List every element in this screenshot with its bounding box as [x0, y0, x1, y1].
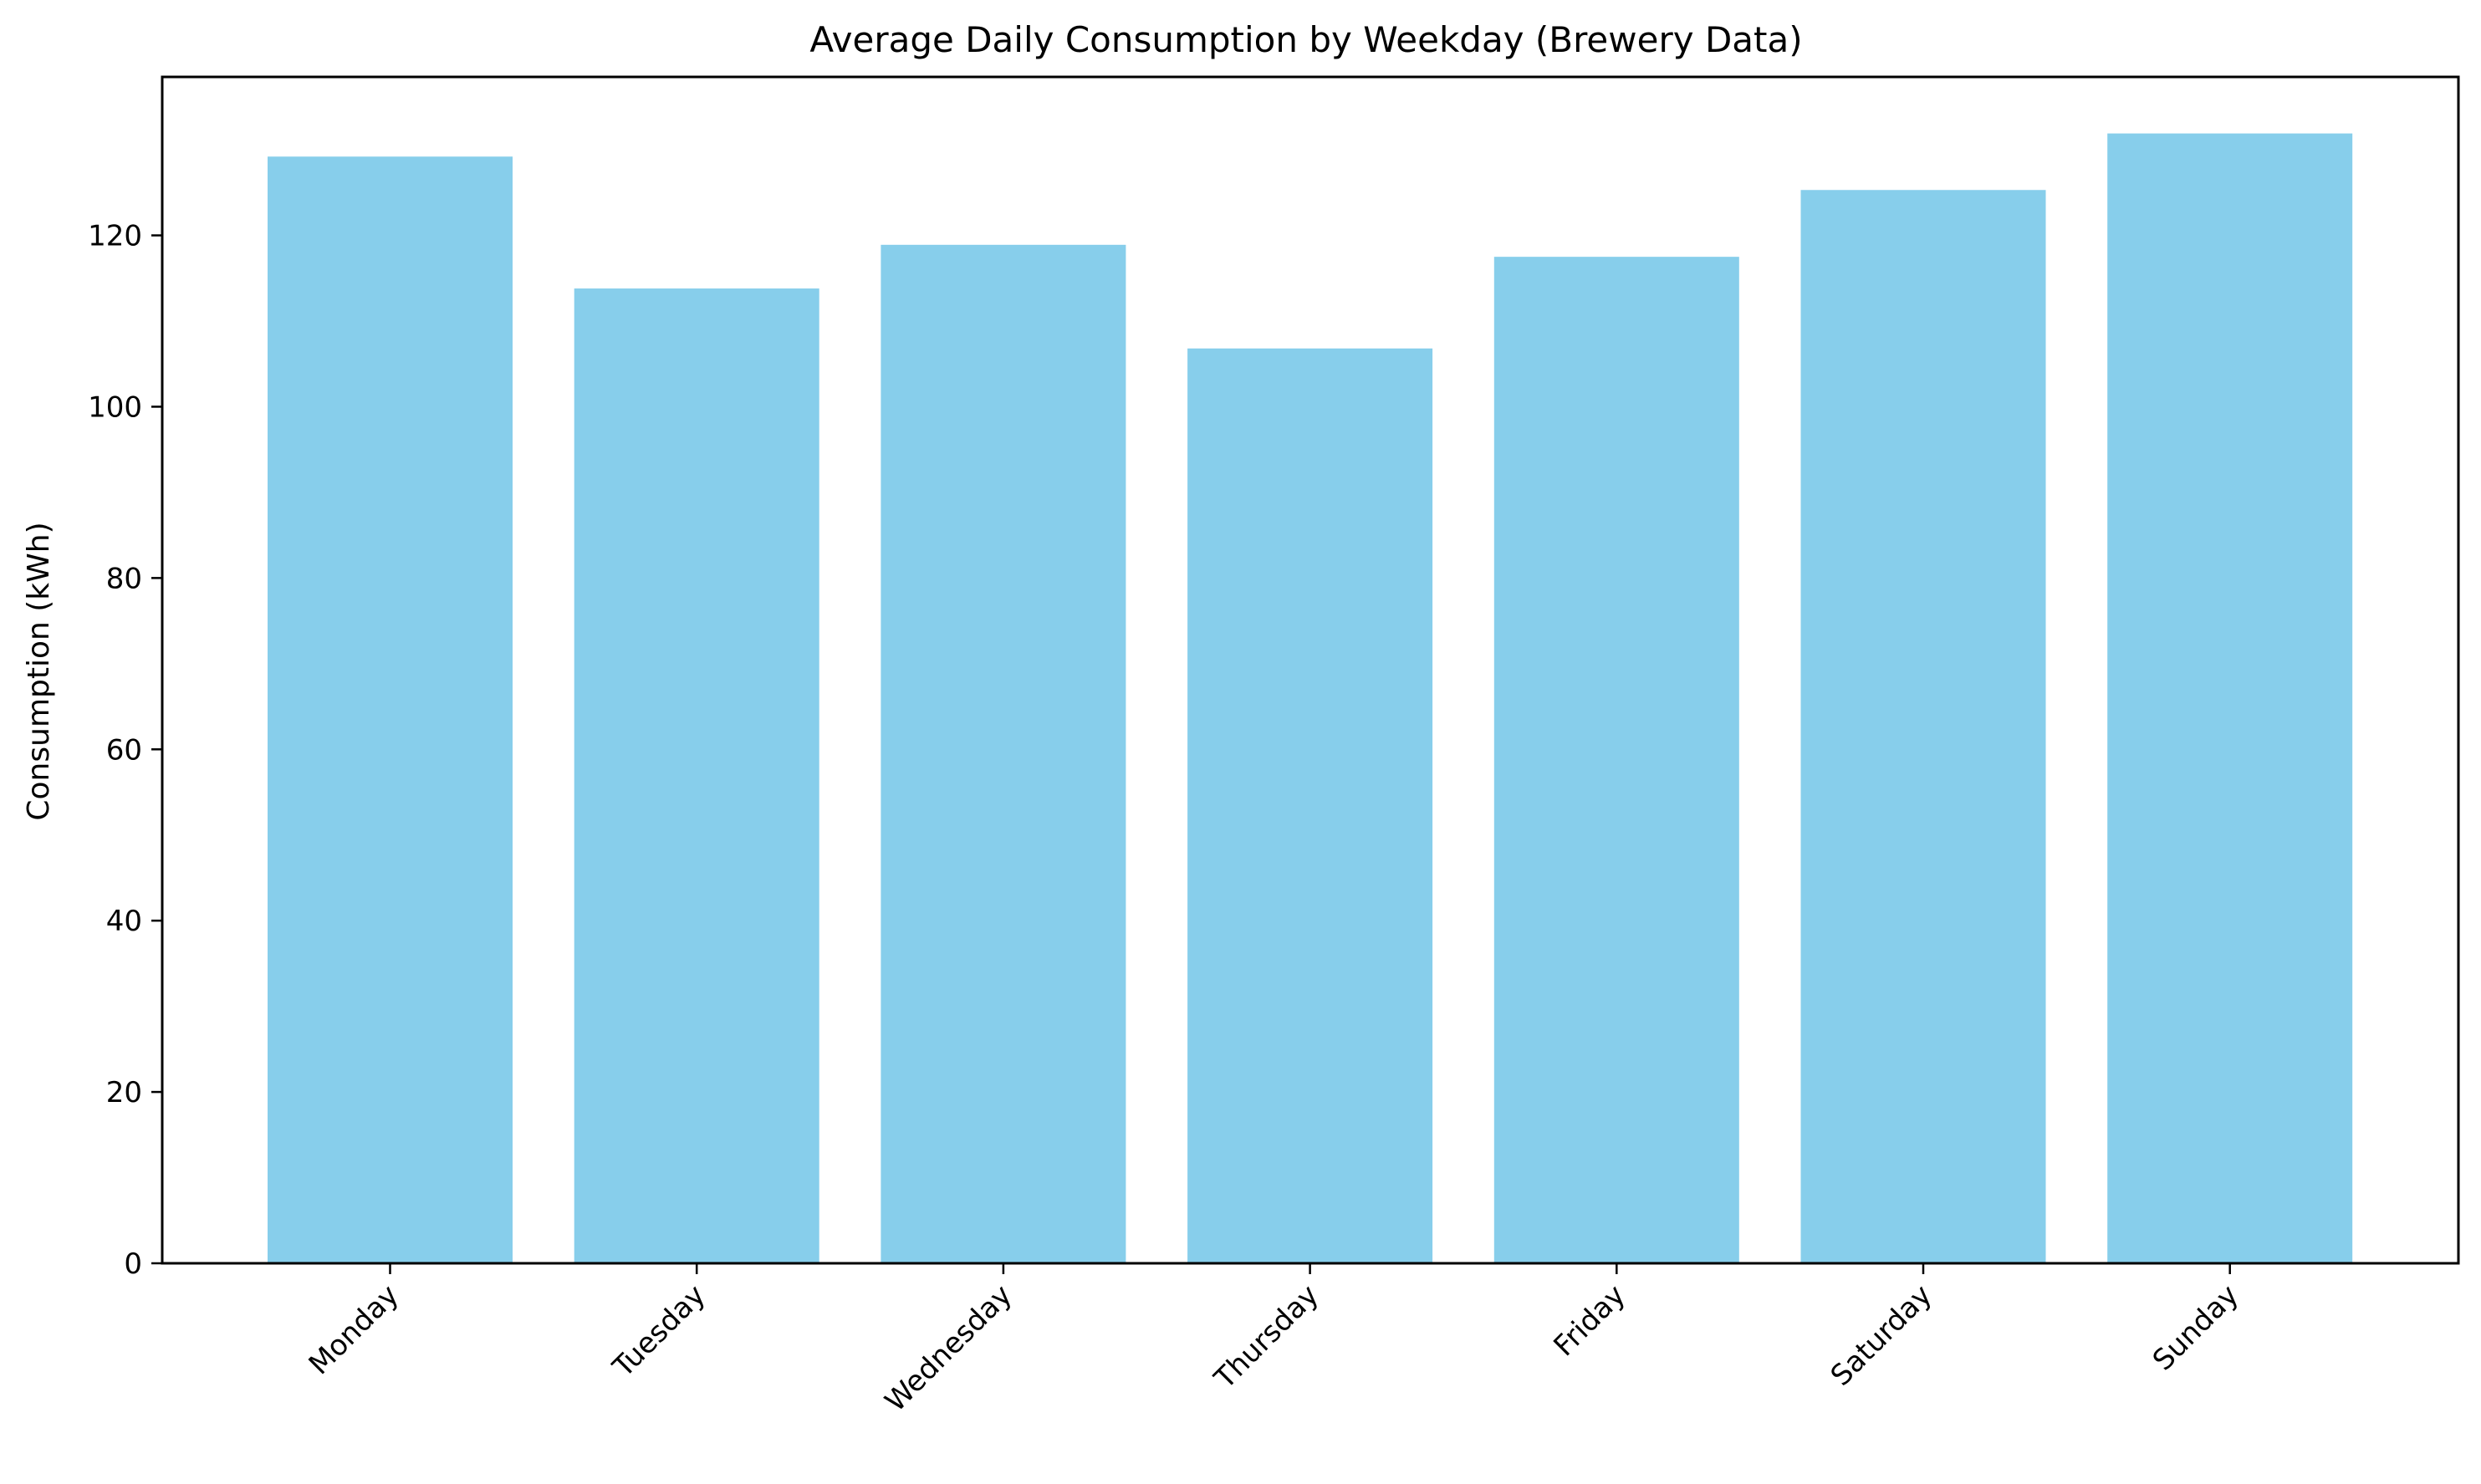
- y-axis-label: Consumption (kWh): [22, 522, 56, 820]
- y-axis-ticks: 0 20 40 60 80 100 120: [88, 220, 162, 1281]
- x-tick-label: Sunday: [2147, 1278, 2245, 1377]
- x-tick-label: Tuesday: [606, 1278, 712, 1385]
- bars: [268, 133, 2353, 1264]
- y-tick-label: 20: [106, 1076, 142, 1109]
- x-tick-label: Friday: [1548, 1278, 1632, 1363]
- plot-frame: [161, 75, 2460, 1265]
- bar-wednesday: [881, 244, 1126, 1264]
- bar-friday: [1493, 257, 1739, 1263]
- bar-monday: [268, 156, 513, 1263]
- y-tick-label: 60: [106, 733, 142, 767]
- x-tick-label: Monday: [303, 1278, 406, 1381]
- y-tick-label: 120: [88, 220, 142, 253]
- x-tick-label: Wednesday: [879, 1278, 1018, 1418]
- bar-saturday: [1800, 190, 2046, 1263]
- y-tick-label: 0: [124, 1247, 142, 1281]
- x-tick-label: Saturday: [1825, 1278, 1939, 1393]
- bar-thursday: [1187, 348, 1433, 1263]
- y-tick-label: 80: [106, 562, 142, 595]
- chart-title: Average Daily Consumption by Weekday (Br…: [809, 19, 1802, 60]
- y-tick-label: 100: [88, 390, 142, 424]
- bar-tuesday: [574, 288, 819, 1264]
- bar-sunday: [2107, 133, 2353, 1263]
- y-tick-label: 40: [106, 905, 142, 938]
- x-tick-label: Thursday: [1207, 1278, 1325, 1396]
- x-axis-ticks: Monday Tuesday Wednesday Thursday Friday Satu…: [303, 1263, 2245, 1419]
